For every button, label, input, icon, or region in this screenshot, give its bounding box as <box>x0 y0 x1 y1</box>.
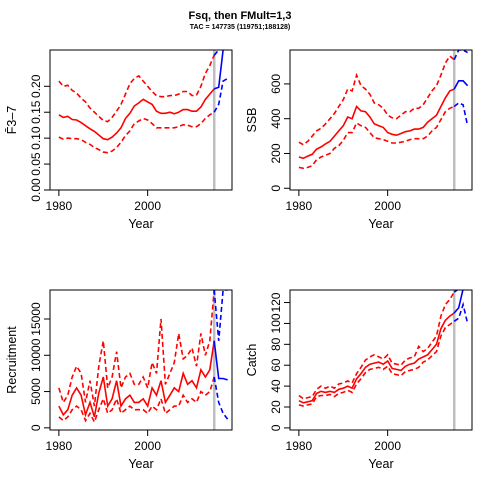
catch-ytick-label: 40 <box>269 379 283 393</box>
recruitment-ytick-label: 0 <box>29 424 43 431</box>
catch-frame <box>289 289 473 431</box>
ssb-frame <box>289 49 473 191</box>
ssb-ytick-label: 200 <box>269 143 283 163</box>
fbar-plot-area <box>58 50 229 190</box>
ssb-ytick-label: 600 <box>269 74 283 94</box>
recruitment-frame <box>49 289 233 431</box>
catch-ylabel: Catch <box>245 344 259 377</box>
ssb-ytick-label: 0 <box>269 185 283 192</box>
catch-xtick-label: 2000 <box>374 439 401 453</box>
catch-ytick-label: 80 <box>269 337 283 351</box>
ssb-xlabel: Year <box>368 217 393 231</box>
fbar-ytick-label: 0.10 <box>29 126 43 150</box>
fbar-ytick-label: 0.05 <box>29 152 43 176</box>
ssb-xtick-label: 1980 <box>286 199 313 213</box>
ssb-panel: 0 200 400 600 1980 2000 Year SSB <box>245 49 473 231</box>
ssb-forecast-lower-line <box>453 102 469 126</box>
fbar-ytick-label: 0.00 <box>29 178 43 202</box>
fbar-xtick-label: 1980 <box>46 199 73 213</box>
fbar-frame <box>49 49 233 191</box>
catch-forecast-lower-line <box>453 301 469 324</box>
recruitment-ytick-label: 10000 <box>29 338 43 372</box>
catch-ytick-label: 60 <box>269 358 283 372</box>
fbar-ylabel: F̄3–7 <box>5 106 19 135</box>
recruitment-ytick-label: 15000 <box>29 302 43 336</box>
fbar-panel: 0.00 0.05 0.10 0.15 0.20 1980 2000 Year F̄3–7 <box>5 49 233 231</box>
recruitment-plot-area <box>58 290 229 430</box>
catch-historic-lower-line <box>298 320 455 407</box>
catch-ytick-label: 20 <box>269 400 283 414</box>
recruitment-panel: 0 5000 10000 15000 1980 2000 Year Recruitment <box>5 289 233 471</box>
catch-ytick-label: 120 <box>269 292 283 312</box>
fbar-xtick-label: 2000 <box>134 199 161 213</box>
fbar-forecast-lower-line <box>213 77 229 113</box>
ssb-ytick-label: 400 <box>269 108 283 128</box>
recruitment-xtick-label: 1980 <box>46 439 73 453</box>
ssb-historic-upper-line <box>298 54 455 146</box>
recruitment-forecast-estimate-line <box>213 340 228 381</box>
ssb-historic-lower-line <box>298 105 455 170</box>
fbar-forecast-estimate-line <box>213 50 225 90</box>
recruitment-historic-upper-line <box>58 290 215 407</box>
page-title: Fsq, then FMult=1,3 <box>188 10 292 22</box>
recruitment-ytick-label: 5000 <box>29 378 43 405</box>
fbar-forecast-upper-line <box>213 50 221 56</box>
fbar-historic-upper-line <box>58 54 215 123</box>
recruitment-ylabel: Recruitment <box>5 326 19 394</box>
catch-ytick-label: 100 <box>269 313 283 333</box>
fbar-historic-estimate-line <box>58 88 215 141</box>
fbar-ytick-label: 0.20 <box>29 74 43 98</box>
fbar-xlabel: Year <box>128 217 153 231</box>
recruitment-xlabel: Year <box>128 457 153 471</box>
catch-historic-upper-line <box>298 291 455 400</box>
recruitment-forecast-lower-line <box>213 376 229 420</box>
recruitment-xtick-label: 2000 <box>134 439 161 453</box>
recruitment-historic-estimate-line <box>58 340 215 418</box>
catch-xlabel: Year <box>368 457 393 471</box>
recruitment-forecast-upper-line <box>213 290 228 341</box>
ssb-xtick-label: 2000 <box>374 199 401 213</box>
recruitment-historic-lower-line <box>58 376 215 425</box>
catch-plot-area <box>298 290 469 430</box>
ssb-historic-estimate-line <box>298 88 455 160</box>
catch-forecast-upper-line <box>453 290 459 293</box>
fbar-historic-lower-line <box>58 111 215 154</box>
ssb-ylabel: SSB <box>245 107 259 132</box>
ssb-forecast-estimate-line <box>453 80 469 90</box>
catch-historic-estimate-line <box>298 312 455 404</box>
catch-xtick-label: 1980 <box>286 439 313 453</box>
page-subtitle: TAC = 147735 (119751;188128) <box>189 24 291 31</box>
catch-forecast-estimate-line <box>453 290 464 314</box>
ssb-forecast-upper-line <box>453 50 469 60</box>
fbar-ytick-label: 0.15 <box>29 100 43 124</box>
catch-ytick-label: 0 <box>269 424 283 431</box>
ssb-plot-area <box>298 50 469 190</box>
